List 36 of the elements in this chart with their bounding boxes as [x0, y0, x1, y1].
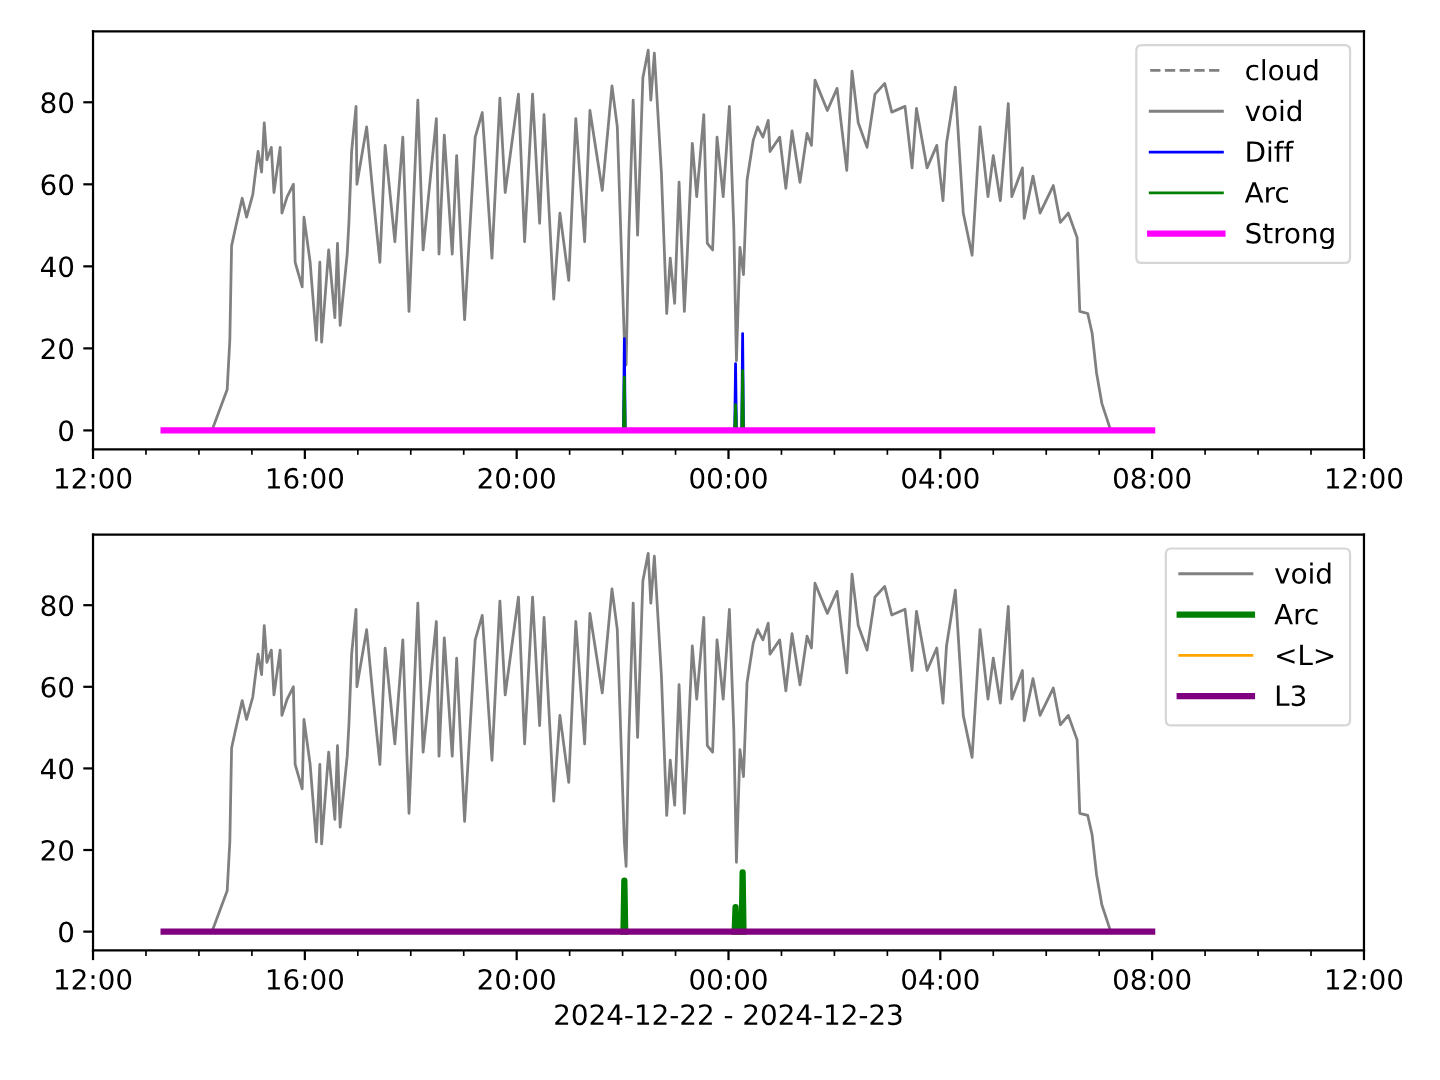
legend-label: void [1274, 562, 1331, 584]
x-tick-label: 12:00 [56, 968, 132, 990]
x-tick-label: 00:00 [690, 467, 767, 489]
legend-label: cloud [1246, 59, 1318, 81]
y-tick-label: 0 [59, 921, 74, 943]
legend-label: Strong [1246, 222, 1334, 250]
legend-label: Arc [1244, 182, 1288, 203]
legend-label: L3 [1276, 685, 1306, 707]
legend-label: void [1245, 99, 1301, 122]
x-tick-label: 20:00 [478, 467, 555, 489]
x-tick-label: 08:00 [1113, 467, 1191, 489]
x-tick-label: 04:00 [902, 968, 979, 990]
line-series [211, 48, 1112, 429]
y-tick-label: 20 [41, 338, 74, 360]
legend-label: <L> [1277, 644, 1334, 666]
x-tick-label: 16:00 [267, 467, 344, 489]
x-tick-label: 08:00 [1113, 968, 1191, 990]
line-series [211, 551, 1112, 931]
y-tick-label: 80 [41, 595, 74, 617]
y-tick-label: 60 [41, 174, 74, 196]
y-tick-label: 60 [41, 676, 74, 698]
y-tick-label: 40 [40, 758, 74, 780]
legend-label: Diff [1247, 140, 1294, 162]
x-tick-label: 12:00 [56, 467, 132, 489]
x-axis-title: 2024-12-22 - 2024-12-23 [555, 1004, 902, 1026]
x-tick-label: 20:00 [478, 968, 555, 990]
legend-label: Arc [1274, 604, 1318, 625]
y-tick-label: 80 [41, 92, 74, 114]
y-tick-label: 40 [40, 256, 74, 278]
x-tick-label: 04:00 [902, 467, 979, 489]
y-tick-label: 0 [59, 420, 74, 442]
x-tick-label: 00:00 [690, 968, 767, 990]
x-tick-label: 16:00 [267, 968, 344, 990]
x-tick-label: 12:00 [1326, 467, 1403, 489]
y-tick-label: 20 [41, 839, 74, 861]
x-tick-label: 12:00 [1326, 968, 1403, 990]
